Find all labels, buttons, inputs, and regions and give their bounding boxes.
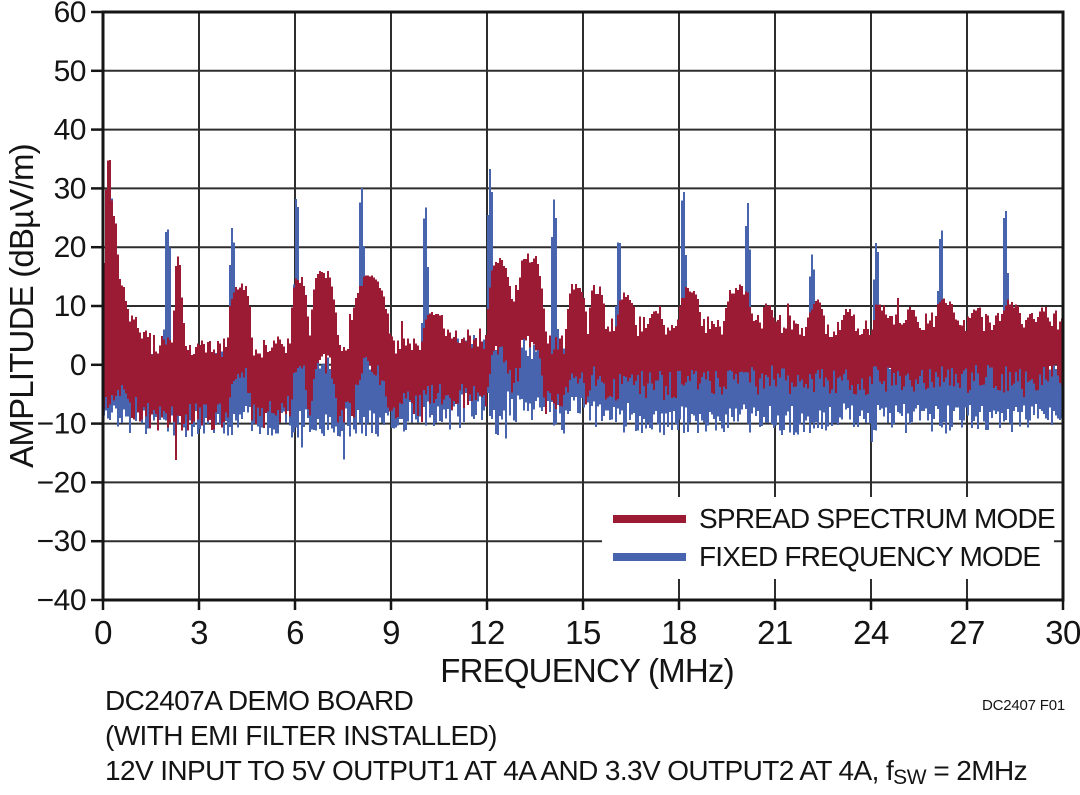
svg-text:30: 30 bbox=[54, 172, 86, 205]
svg-text:6: 6 bbox=[286, 614, 304, 651]
svg-text:10: 10 bbox=[54, 290, 86, 323]
svg-text:18: 18 bbox=[661, 614, 697, 651]
svg-text:12: 12 bbox=[469, 614, 505, 651]
svg-text:−20: −20 bbox=[37, 466, 86, 499]
svg-text:50: 50 bbox=[54, 55, 86, 88]
caption-line-3: 12V INPUT TO 5V OUTPUT1 AT 4A AND 3.3V O… bbox=[105, 753, 1028, 795]
svg-text:0: 0 bbox=[70, 349, 86, 382]
caption-fsw-subscript: SW bbox=[893, 766, 927, 789]
legend-label-fixed-frequency: FIXED FREQUENCY MODE bbox=[699, 541, 1041, 572]
svg-text:21: 21 bbox=[757, 614, 793, 651]
y-axis-title: AMPLITUDE (dBµV/m) bbox=[3, 144, 40, 468]
svg-text:0: 0 bbox=[94, 614, 112, 651]
caption-line-3-text: 12V INPUT TO 5V OUTPUT1 AT 4A AND 3.3V O… bbox=[105, 755, 894, 786]
legend-label-spread-spectrum: SPREAD SPECTRUM MODE bbox=[699, 503, 1056, 534]
svg-text:−40: −40 bbox=[37, 584, 86, 617]
x-axis-title: FREQUENCY (MHz) bbox=[440, 652, 734, 689]
legend-swatch-fixed-frequency-icon bbox=[613, 553, 686, 561]
caption-line-3-tail: = 2MHz bbox=[926, 755, 1027, 786]
legend-swatch-spread-spectrum-icon bbox=[613, 515, 686, 523]
caption-line-1: DC2407A DEMO BOARD bbox=[105, 685, 414, 716]
svg-text:40: 40 bbox=[54, 114, 86, 147]
svg-text:30: 30 bbox=[1045, 614, 1080, 651]
svg-text:24: 24 bbox=[853, 614, 889, 651]
svg-text:15: 15 bbox=[565, 614, 601, 651]
legend-item-spread-spectrum: SPREAD SPECTRUM MODE bbox=[613, 503, 1056, 536]
legend-item-fixed-frequency: FIXED FREQUENCY MODE bbox=[613, 541, 1054, 574]
figure-reference: DC2407 F01 bbox=[981, 697, 1065, 714]
svg-text:9: 9 bbox=[382, 614, 400, 651]
svg-text:60: 60 bbox=[54, 0, 86, 29]
caption-line-2: (WITH EMI FILTER INSTALLED) bbox=[105, 720, 498, 751]
figure-caption: DC2407A DEMO BOARD (WITH EMI FILTER INST… bbox=[105, 683, 1028, 795]
svg-text:3: 3 bbox=[190, 614, 208, 651]
svg-text:−10: −10 bbox=[37, 408, 86, 441]
svg-text:27: 27 bbox=[949, 614, 985, 651]
legend-box: SPREAD SPECTRUM MODE FIXED FREQUENCY MOD… bbox=[602, 497, 1056, 579]
svg-text:−30: −30 bbox=[37, 525, 86, 558]
svg-text:20: 20 bbox=[54, 231, 86, 264]
